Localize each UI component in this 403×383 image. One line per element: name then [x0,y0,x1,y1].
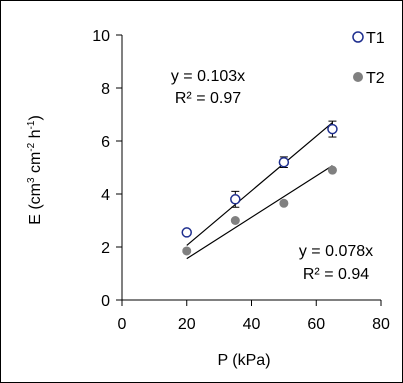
fit-r2-t2: R² = 0.94 [303,266,369,283]
y-axis-label-end: ) [27,115,44,120]
data-point-t2 [327,165,337,175]
data-point-t2 [182,246,192,256]
x-tick-label: 80 [372,316,390,333]
y-tick-label: 8 [101,81,110,98]
y-axis-label-sup2: -2 [26,142,37,151]
data-point-t2 [230,216,240,225]
y-tick-label: 0 [101,293,110,310]
legend-label-t2: T2 [366,70,385,87]
data-point-t1 [327,123,338,135]
y-tick-label: 4 [101,187,110,204]
x-tick-label: 20 [178,316,196,333]
x-tick-label: 60 [307,316,325,333]
fit-equation-t1: y = 0.103x [171,68,245,85]
y-axis-label-sup3: -1 [26,120,37,129]
data-point-t1 [230,194,241,205]
y-tick-label: 2 [101,240,110,257]
error-bars [182,120,337,253]
legend-marker-t1 [352,31,364,43]
y-axis-label-mid2: h [27,129,44,142]
y-axis-label-mid1: cm [27,152,44,178]
trendline-t1 [186,122,333,246]
legend-label-t1: T1 [366,30,385,47]
y-axis-label-base: E (cm [27,183,44,225]
y-tick-label: 6 [101,134,110,151]
data-point-t2 [279,198,289,208]
y-axis-label-sup1: 3 [26,177,37,183]
axes: 0 2 4 6 8 10 0 20 40 60 80 [92,28,390,333]
x-tick-label: 0 [118,316,127,333]
y-tick-label: 10 [92,28,110,45]
data-point-t1 [278,156,290,168]
data-points [181,123,338,256]
fit-lines [186,122,333,260]
x-tick-label: 40 [243,316,261,333]
legend: T1 T2 [352,30,385,87]
y-axis-label: E (cm3 cm-2 h-1) [26,115,44,225]
fit-equation-t2: y = 0.078x [299,243,373,260]
x-axis-label: P (kPa) [217,352,270,369]
fit-r2-t1: R² = 0.97 [175,90,241,107]
legend-marker-t2 [353,72,363,82]
trendline-t2 [186,165,333,260]
data-point-t1 [181,227,192,238]
